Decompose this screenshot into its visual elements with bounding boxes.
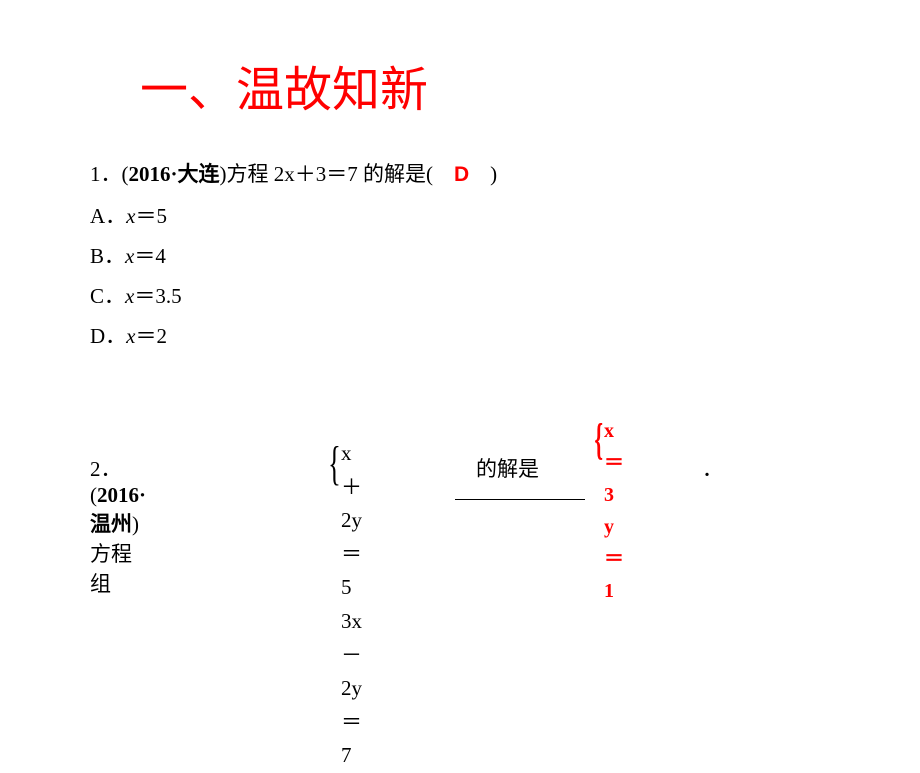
q1-option-d: D．x＝2 bbox=[90, 317, 497, 357]
opt-b-prefix: B． bbox=[90, 244, 125, 268]
q1-stem: 1．(2016·大连)方程 2x＋3＝7 的解是( D ) bbox=[90, 155, 497, 195]
opt-d-prefix: D． bbox=[90, 324, 126, 348]
q2-period: ． bbox=[702, 453, 723, 483]
q2-answer-lines: x＝3 y＝1 bbox=[604, 415, 624, 607]
opt-c-prefix: C． bbox=[90, 284, 125, 308]
opt-c-val: ＝3.5 bbox=[134, 284, 181, 308]
q1-option-c: C．x＝3.5 bbox=[90, 277, 497, 317]
question-1: 1．(2016·大连)方程 2x＋3＝7 的解是( D ) A．x＝5 B．x＝… bbox=[90, 155, 497, 356]
q2-stem-prefix: 2．(2016·温州)方程组 bbox=[90, 453, 146, 598]
opt-b-var: x bbox=[125, 244, 134, 268]
opt-a-prefix: A． bbox=[90, 204, 126, 228]
opt-d-var: x bbox=[126, 324, 135, 348]
q2-answer-line2: y＝1 bbox=[604, 511, 624, 607]
left-brace-icon: { bbox=[328, 440, 341, 488]
opt-b-val: ＝4 bbox=[134, 244, 166, 268]
answer-brace-icon: { bbox=[594, 418, 603, 462]
opt-a-var: x bbox=[126, 204, 135, 228]
q1-year-city: 2016·大连 bbox=[129, 162, 220, 186]
q1-option-b: B．x＝4 bbox=[90, 237, 497, 277]
q1-option-a: A．x＝5 bbox=[90, 197, 497, 237]
q1-stem-end: )方程 2x＋3＝7 的解是( bbox=[220, 162, 455, 186]
q2-equations: x＋2y＝5 3x－2y＝7 bbox=[341, 437, 362, 773]
opt-d-val: ＝2 bbox=[136, 324, 168, 348]
q1-close: ) bbox=[469, 162, 497, 186]
q2-suffix: 的解是 bbox=[455, 453, 585, 508]
q2-eq1: x＋2y＝5 bbox=[341, 437, 362, 605]
section-title: 一、温故知新 bbox=[140, 50, 428, 120]
q2-suffix-text: 的解是 bbox=[455, 457, 539, 481]
slide: 一、温故知新 1．(2016·大连)方程 2x＋3＝7 的解是( D ) A．x… bbox=[0, 0, 920, 690]
q2-answer-line1: x＝3 bbox=[604, 415, 624, 511]
opt-c-var: x bbox=[125, 284, 134, 308]
opt-a-val: ＝5 bbox=[136, 204, 168, 228]
answer-blank bbox=[455, 499, 585, 500]
q2-eq2: 3x－2y＝7 bbox=[341, 605, 362, 773]
q1-prefix: 1．( bbox=[90, 162, 129, 186]
q1-answer: D bbox=[454, 163, 469, 186]
